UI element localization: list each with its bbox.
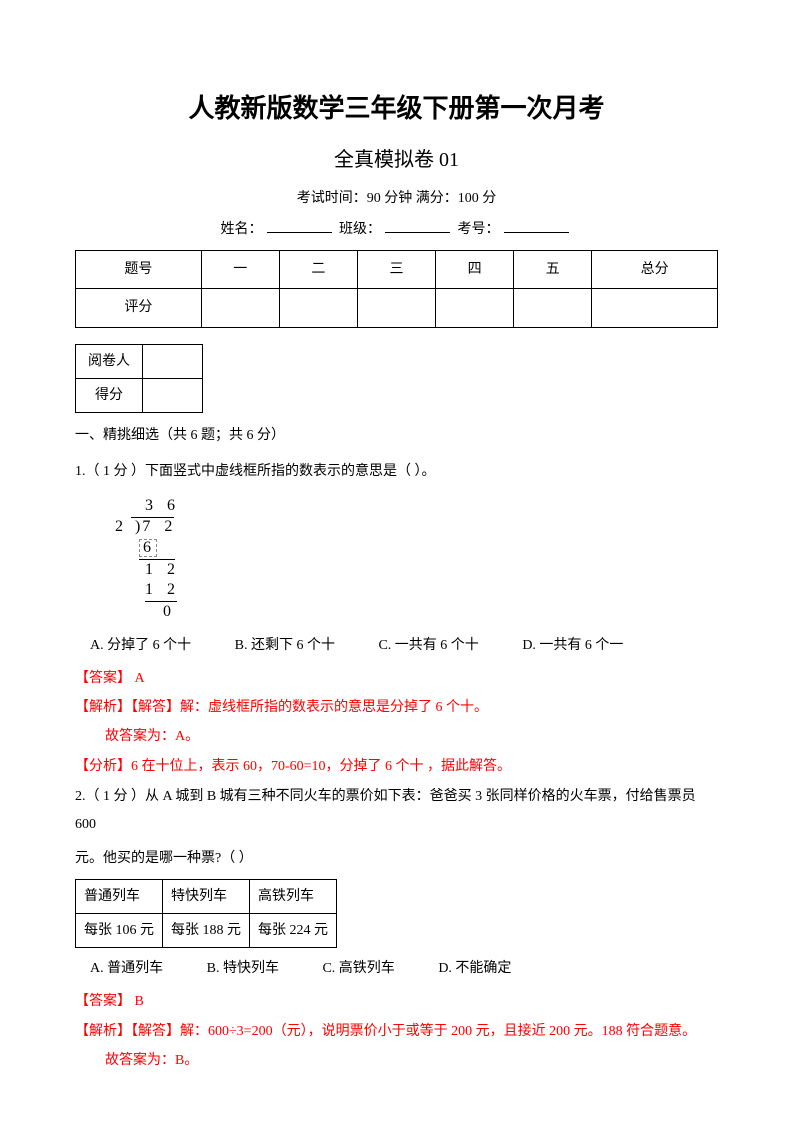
table-cell xyxy=(143,378,203,412)
table-cell: 二 xyxy=(279,251,357,289)
table-cell xyxy=(592,289,718,327)
main-title: 人教新版数学三年级下册第一次月考 xyxy=(75,85,718,132)
table-cell: 得分 xyxy=(76,378,143,412)
student-info-row: 姓名： 班级： 考号： xyxy=(75,217,718,242)
table-row: 评分 xyxy=(76,289,718,327)
option-d: D. 不能确定 xyxy=(438,956,511,981)
table-cell: 总分 xyxy=(592,251,718,289)
div-row: 1 2 xyxy=(145,581,177,598)
quotient: 3 6 xyxy=(145,497,177,514)
table-cell: 每张 188 元 xyxy=(163,914,250,948)
long-division-figure: 3 6 2 )7 2 6 1 2 1 2 0 xyxy=(115,496,718,623)
question-1-text: 1.（ 1 分 ）下面竖式中虚线框所指的数表示的意思是（ ）。 xyxy=(75,458,718,486)
answer-explain: 【解析】【解答】解：600÷3=200（元），说明票价小于或等于 200 元，且… xyxy=(75,1019,718,1044)
class-label: 班级： xyxy=(339,222,381,237)
table-cell: 一 xyxy=(201,251,279,289)
table-cell xyxy=(357,289,435,327)
table-row: 每张 106 元 每张 188 元 每张 224 元 xyxy=(76,914,337,948)
dividend: 7 2 xyxy=(142,518,174,535)
table-cell: 评分 xyxy=(76,289,202,327)
table-cell xyxy=(143,344,203,378)
table-cell xyxy=(436,289,514,327)
grader-table: 阅卷人 得分 xyxy=(75,344,203,413)
table-cell: 五 xyxy=(514,251,592,289)
answer-analysis: 【分析】6 在十位上，表示 60，70-60=10，分掉了 6 个十 ，据此解答… xyxy=(75,754,718,779)
table-row: 普通列车 特快列车 高铁列车 xyxy=(76,879,337,913)
table-cell xyxy=(279,289,357,327)
answer-explain: 【解析】【解答】解：虚线框所指的数表示的意思是分掉了 6 个十。 xyxy=(75,695,718,720)
train-price-table: 普通列车 特快列车 高铁列车 每张 106 元 每张 188 元 每张 224 … xyxy=(75,879,337,948)
div-row: 0 xyxy=(163,603,173,620)
sub-title: 全真模拟卷 01 xyxy=(75,142,718,178)
option-a: A. 普通列车 xyxy=(90,956,163,981)
table-cell: 特快列车 xyxy=(163,879,250,913)
table-cell xyxy=(514,289,592,327)
section-heading: 一、精挑细选（共 6 题；共 6 分） xyxy=(75,423,718,448)
question-2-options: A. 普通列车 B. 特快列车 C. 高铁列车 D. 不能确定 xyxy=(75,956,718,981)
option-a: A. 分掉了 6 个十 xyxy=(90,633,191,658)
id-label: 考号： xyxy=(458,222,500,237)
table-cell: 每张 106 元 xyxy=(76,914,163,948)
class-blank xyxy=(385,232,450,233)
option-b: B. 特快列车 xyxy=(207,956,279,981)
table-cell: 题号 xyxy=(76,251,202,289)
table-cell: 高铁列车 xyxy=(250,879,337,913)
table-cell xyxy=(201,289,279,327)
table-cell: 普通列车 xyxy=(76,879,163,913)
answer-conclusion: 故答案为：A。 xyxy=(75,724,718,749)
table-cell: 三 xyxy=(357,251,435,289)
score-table: 题号 一 二 三 四 五 总分 评分 xyxy=(75,250,718,327)
table-row: 题号 一 二 三 四 五 总分 xyxy=(76,251,718,289)
answer-label: 【答案】 A xyxy=(75,666,718,691)
table-row: 阅卷人 xyxy=(76,344,203,378)
table-cell: 阅卷人 xyxy=(76,344,143,378)
table-cell: 四 xyxy=(436,251,514,289)
answer-conclusion: 故答案为：B。 xyxy=(75,1048,718,1073)
question-2-text-2: 元。他买的是哪一种票?（ ） xyxy=(75,845,718,873)
table-row: 得分 xyxy=(76,378,203,412)
answer-label: 【答案】 B xyxy=(75,989,718,1014)
name-blank xyxy=(267,232,332,233)
option-d: D. 一共有 6 个一 xyxy=(522,633,623,658)
dashed-box-6: 6 xyxy=(139,539,157,557)
option-c: C. 一共有 6 个十 xyxy=(378,633,478,658)
table-cell: 每张 224 元 xyxy=(250,914,337,948)
exam-info: 考试时间：90 分钟 满分：100 分 xyxy=(75,186,718,211)
question-2-answer: 【答案】 B 【解析】【解答】解：600÷3=200（元），说明票价小于或等于 … xyxy=(75,989,718,1073)
question-2-text-1: 2.（ 1 分 ）从 A 城到 B 城有三种不同火车的票价如下表：爸爸买 3 张… xyxy=(75,783,718,839)
option-b: B. 还剩下 6 个十 xyxy=(235,633,335,658)
div-row: 1 2 xyxy=(145,561,177,578)
question-1-answer: 【答案】 A 【解析】【解答】解：虚线框所指的数表示的意思是分掉了 6 个十。 … xyxy=(75,666,718,779)
divisor: 2 xyxy=(115,518,125,535)
option-c: C. 高铁列车 xyxy=(322,956,394,981)
question-1-options: A. 分掉了 6 个十 B. 还剩下 6 个十 C. 一共有 6 个十 D. 一… xyxy=(75,633,718,658)
name-label: 姓名： xyxy=(221,222,263,237)
id-blank xyxy=(504,232,569,233)
